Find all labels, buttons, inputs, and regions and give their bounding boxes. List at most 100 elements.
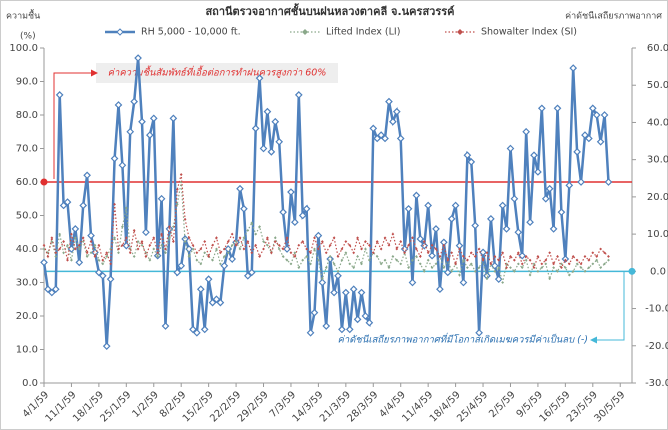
series-marker xyxy=(524,255,528,258)
y-tick-label: 100.0 xyxy=(9,43,38,54)
series-marker xyxy=(161,322,170,330)
series-marker xyxy=(569,64,578,72)
series-marker xyxy=(383,258,387,262)
series-marker xyxy=(93,243,97,247)
series-marker xyxy=(93,255,97,258)
series-marker xyxy=(506,144,515,153)
series-marker xyxy=(62,240,65,243)
y2-axis-label: ค่าดัชนีเสถียรภาพอากาศ xyxy=(565,11,662,22)
series-marker xyxy=(281,247,285,251)
series-marker xyxy=(132,228,136,232)
series-marker xyxy=(501,281,505,284)
series-marker xyxy=(587,258,591,262)
series-marker xyxy=(305,247,309,251)
series-marker xyxy=(177,261,186,270)
series-marker xyxy=(54,251,58,255)
series-marker xyxy=(51,285,60,294)
series-marker xyxy=(105,251,109,255)
series-marker xyxy=(428,251,436,260)
series-marker xyxy=(212,295,221,304)
series-marker xyxy=(545,184,554,193)
series-marker xyxy=(596,137,605,146)
series-marker xyxy=(595,258,599,262)
series-marker xyxy=(599,247,603,251)
series-marker xyxy=(518,251,527,260)
series-marker xyxy=(477,266,481,270)
y2-tick-label: 40.0 xyxy=(647,117,668,128)
series-marker xyxy=(497,258,501,262)
series-marker xyxy=(207,255,211,258)
series-marker xyxy=(285,236,289,240)
series-marker xyxy=(289,251,293,255)
annotation-box xyxy=(96,63,338,83)
series-marker xyxy=(250,221,254,225)
y2-tick-label: 10.0 xyxy=(647,229,668,240)
y-tick-label: 40.0 xyxy=(16,244,38,255)
series-marker xyxy=(487,215,495,223)
series-marker xyxy=(556,269,559,273)
series-marker xyxy=(475,328,483,337)
series-marker xyxy=(583,269,587,273)
series-marker xyxy=(157,194,166,203)
series-marker xyxy=(557,208,566,216)
series-marker xyxy=(411,258,414,262)
series-marker xyxy=(369,124,378,133)
series-marker xyxy=(70,232,73,236)
series-marker xyxy=(160,232,163,236)
series-marker xyxy=(532,266,536,270)
series-marker xyxy=(219,251,222,255)
series-marker xyxy=(583,255,587,258)
series-marker xyxy=(81,236,85,240)
series-marker xyxy=(430,266,434,270)
series-marker xyxy=(168,236,171,240)
series-marker xyxy=(443,268,452,277)
series-marker xyxy=(152,236,156,240)
series-marker xyxy=(493,269,497,273)
series-marker xyxy=(114,101,123,109)
series-marker xyxy=(171,240,175,243)
series-marker xyxy=(75,258,84,267)
series-marker xyxy=(501,251,505,255)
series-marker xyxy=(179,180,183,184)
series-marker xyxy=(250,251,254,255)
series-marker xyxy=(138,117,146,126)
series-marker xyxy=(266,243,269,247)
series-marker xyxy=(309,262,312,266)
y-axis-unit: (%) xyxy=(20,32,36,42)
series-marker xyxy=(254,243,258,247)
series-marker xyxy=(524,258,528,262)
series-marker xyxy=(238,247,242,251)
series-marker xyxy=(291,218,299,227)
series-marker xyxy=(383,236,387,240)
series-marker xyxy=(581,131,589,139)
series-marker xyxy=(85,251,89,255)
series-marker xyxy=(415,247,418,251)
series-marker xyxy=(471,221,480,230)
series-marker xyxy=(588,104,597,113)
series-marker xyxy=(607,258,610,262)
series-marker xyxy=(267,148,276,156)
series-marker xyxy=(211,258,214,262)
series-marker xyxy=(463,151,472,160)
series-marker xyxy=(183,217,187,221)
series-marker xyxy=(338,325,346,334)
series-marker xyxy=(97,258,101,262)
series-marker xyxy=(537,104,546,113)
series-marker xyxy=(283,245,291,253)
series-marker xyxy=(540,266,544,270)
series-marker xyxy=(375,255,379,258)
series-marker xyxy=(565,181,574,190)
series-marker xyxy=(236,184,244,193)
series-marker xyxy=(66,243,69,247)
series-marker xyxy=(263,107,272,116)
series-marker xyxy=(101,258,105,262)
series-marker xyxy=(408,278,417,287)
series-marker xyxy=(595,255,599,258)
series-marker xyxy=(332,262,336,266)
series-marker xyxy=(175,188,179,191)
y-tick-label: 20.0 xyxy=(16,311,38,322)
series-marker xyxy=(228,255,237,263)
series-marker xyxy=(118,161,127,170)
series-marker xyxy=(360,247,363,251)
series-marker xyxy=(262,247,265,251)
